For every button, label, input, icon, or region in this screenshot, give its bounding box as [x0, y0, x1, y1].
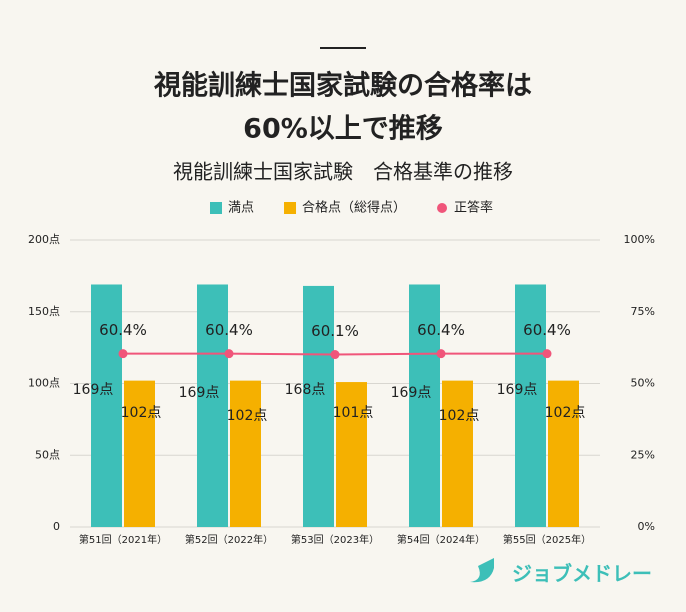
y2-tick-label: 100%: [624, 233, 655, 246]
y-tick-label: 0: [53, 520, 60, 533]
value-label: 60.4%: [417, 321, 465, 339]
bar: [124, 380, 155, 527]
logo-icon: [470, 558, 494, 583]
value-label: 102点: [545, 405, 586, 421]
line-point: [118, 349, 128, 359]
legend-swatch: [210, 202, 222, 214]
chart-title: 視能訓練士国家試験の合格率は: [154, 70, 532, 102]
brand-name: ジョブメドレー: [512, 562, 652, 586]
value-label: 169点: [179, 385, 220, 401]
value-label: 169点: [73, 382, 114, 398]
bar: [336, 382, 367, 527]
bar: [409, 284, 440, 527]
y2-tick-label: 25%: [631, 448, 655, 461]
value-label: 168点: [285, 382, 326, 398]
legend-swatch: [284, 202, 297, 214]
brand-logo: ジョブメドレー: [470, 558, 652, 586]
bar: [303, 285, 334, 527]
value-label: 102点: [439, 408, 480, 424]
line-point: [330, 350, 340, 360]
bar: [548, 380, 579, 527]
x-tick-label: 第51回（2021年）: [79, 533, 167, 546]
value-label: 102点: [121, 405, 162, 421]
legend-swatch: [437, 203, 448, 213]
x-tick-label: 第53回（2023年）: [291, 533, 379, 546]
x-tick-label: 第55回（2025年）: [503, 533, 591, 546]
value-label: 60.1%: [311, 322, 359, 340]
bar: [197, 284, 228, 527]
y-tick-label: 100点: [28, 377, 60, 390]
line-point: [542, 349, 552, 359]
x-tick-label: 第52回（2022年）: [185, 533, 273, 546]
y-tick-label: 200点: [28, 233, 60, 246]
y2-tick-label: 75%: [631, 305, 655, 318]
value-label: 169点: [497, 382, 538, 398]
legend-label: 満点: [228, 201, 254, 216]
value-label: 101点: [333, 405, 374, 421]
x-tick-label: 第54回（2024年）: [397, 533, 485, 546]
legend-label: 合格点（総得点）: [302, 200, 406, 216]
y-tick-label: 50点: [35, 448, 60, 461]
value-label: 60.4%: [523, 321, 571, 339]
line-point: [436, 349, 446, 359]
bar: [230, 380, 261, 527]
chart-title: 60%以上で推移: [243, 114, 443, 145]
value-label: 60.4%: [205, 321, 253, 339]
chart-subtitle: 視能訓練士国家試験 合格基準の推移: [173, 160, 513, 184]
y-tick-label: 150点: [28, 305, 60, 318]
line-point: [224, 349, 234, 359]
bar: [91, 284, 122, 527]
value-label: 169点: [391, 385, 432, 401]
legend-label: 正答率: [454, 200, 493, 216]
y2-tick-label: 0%: [638, 520, 655, 533]
y2-tick-label: 50%: [631, 377, 655, 390]
value-label: 102点: [227, 408, 268, 424]
bar: [442, 380, 473, 527]
bar: [515, 284, 546, 527]
value-label: 60.4%: [99, 321, 147, 339]
